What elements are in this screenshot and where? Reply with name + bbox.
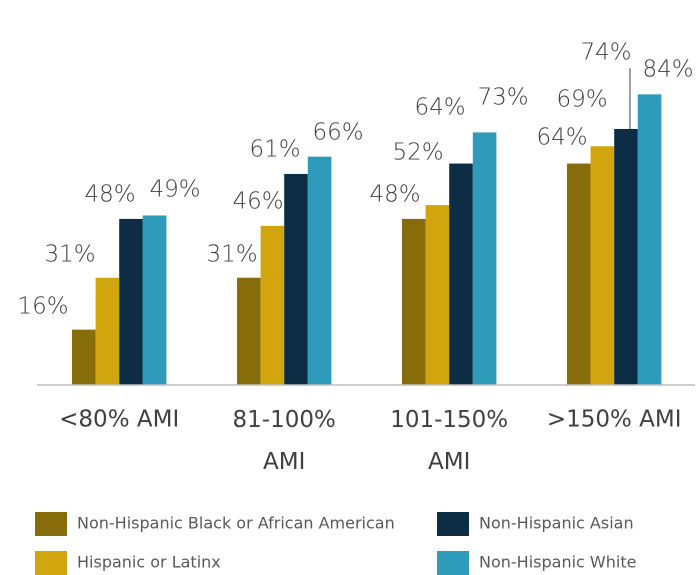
x-tick-label: <80% AMI xyxy=(59,407,179,433)
legend-label: Non-Hispanic Asian xyxy=(479,514,634,533)
value-label: 46% xyxy=(232,189,283,215)
legend-label: Non-Hispanic Black or African American xyxy=(77,514,395,533)
value-label: 49% xyxy=(149,177,200,203)
bar xyxy=(307,156,332,385)
bar xyxy=(95,277,120,385)
bar xyxy=(614,128,638,385)
label-line: 81-100% xyxy=(233,407,336,433)
value-label: 74% xyxy=(580,40,631,66)
legend-swatch xyxy=(35,551,67,575)
legend-swatch xyxy=(437,512,469,536)
x-tick-label: >150% AMI xyxy=(547,407,682,433)
label-line: AMI xyxy=(428,449,470,475)
bar xyxy=(237,277,261,385)
bar xyxy=(637,94,662,386)
value-label: 66% xyxy=(312,120,363,146)
bar xyxy=(260,225,285,385)
value-label: 31% xyxy=(206,242,257,268)
bar xyxy=(119,218,143,385)
bar xyxy=(425,205,450,385)
label-line: 101-150% xyxy=(390,407,508,433)
legend-swatch xyxy=(437,551,469,575)
value-label: 48% xyxy=(369,182,420,208)
bar xyxy=(590,146,615,385)
bar xyxy=(449,163,473,385)
label-line: AMI xyxy=(263,449,305,475)
bar xyxy=(472,132,497,385)
legend-label: Hispanic or Latinx xyxy=(77,553,221,572)
value-label: 84% xyxy=(642,57,693,83)
legend-label: Non-Hispanic White xyxy=(479,553,636,572)
value-label: 16% xyxy=(17,294,68,320)
value-label: 69% xyxy=(556,87,607,113)
x-tick-label: 81-100% AMI xyxy=(233,407,336,475)
value-label: 61% xyxy=(249,137,300,163)
x-tick-label: 101-150% AMI xyxy=(390,407,508,475)
bar xyxy=(72,329,96,385)
bar xyxy=(284,173,308,385)
legend-swatch xyxy=(35,512,67,536)
bar xyxy=(402,218,426,385)
value-label: 64% xyxy=(536,125,587,151)
value-label: 48% xyxy=(84,182,135,208)
bar xyxy=(142,215,167,385)
value-label: 52% xyxy=(392,140,443,166)
value-label: 31% xyxy=(44,242,95,268)
value-label: 73% xyxy=(477,85,528,111)
value-label: 64% xyxy=(414,95,465,121)
bar xyxy=(567,163,591,385)
